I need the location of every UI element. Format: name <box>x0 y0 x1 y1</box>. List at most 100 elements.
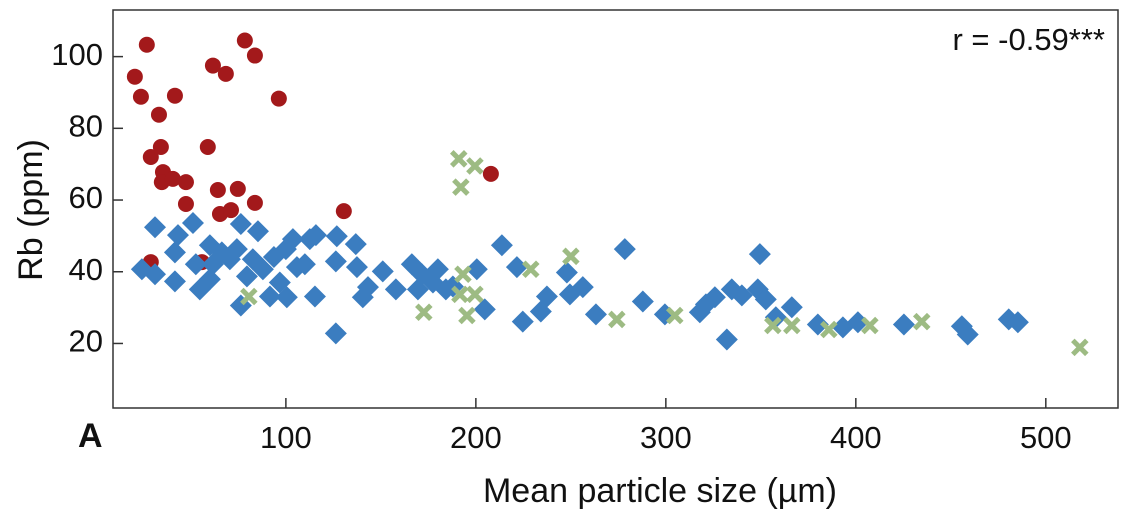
point <box>956 323 979 346</box>
point <box>806 313 829 336</box>
point <box>715 328 738 351</box>
point <box>666 306 684 325</box>
point <box>235 265 258 288</box>
point <box>703 286 726 309</box>
point <box>217 65 234 82</box>
annotation: r = -0.59*** <box>952 22 1105 57</box>
point <box>126 68 143 85</box>
point <box>181 211 204 234</box>
point <box>505 256 528 279</box>
y-tick-label: 80 <box>69 109 103 144</box>
point <box>150 106 167 123</box>
point <box>748 243 771 266</box>
point <box>562 247 580 266</box>
point <box>415 303 433 322</box>
point <box>820 320 838 339</box>
point <box>522 260 540 279</box>
point <box>177 195 194 212</box>
point <box>163 270 186 293</box>
y-tick-label: 20 <box>69 324 103 359</box>
point <box>344 233 367 256</box>
point <box>143 263 166 286</box>
plot-frame <box>112 9 1119 409</box>
x-tick-label: 100 <box>260 420 312 455</box>
point <box>371 260 394 283</box>
point <box>345 256 368 279</box>
point <box>631 290 654 313</box>
y-tick-label: 100 <box>51 37 103 72</box>
point <box>325 225 348 248</box>
point <box>754 288 777 311</box>
point <box>240 287 258 306</box>
point <box>1071 338 1089 357</box>
point <box>246 220 269 243</box>
point <box>458 306 476 325</box>
point <box>281 228 304 251</box>
point <box>451 285 469 304</box>
point <box>324 322 347 345</box>
point <box>511 310 534 333</box>
point <box>466 285 484 304</box>
point <box>571 276 594 299</box>
y-tick-label: 40 <box>69 252 103 287</box>
point <box>584 303 607 326</box>
point <box>449 150 468 168</box>
point <box>132 88 149 105</box>
x-tick-label: 200 <box>450 420 502 455</box>
point <box>199 138 216 155</box>
point <box>730 284 753 307</box>
point <box>293 253 316 276</box>
point <box>892 313 915 336</box>
point <box>222 202 239 219</box>
point <box>258 285 281 308</box>
point <box>335 203 352 220</box>
point <box>303 285 326 308</box>
point <box>209 181 226 198</box>
point <box>152 138 169 155</box>
point <box>275 286 298 309</box>
point <box>198 268 221 291</box>
point <box>229 180 246 197</box>
point <box>143 216 166 239</box>
y-axis-title: Rb (ppm) <box>12 139 50 281</box>
point <box>490 234 513 257</box>
point <box>783 316 801 335</box>
point <box>304 224 327 247</box>
point <box>166 224 189 247</box>
x-axis-title: Mean particle size (µm) <box>483 472 837 510</box>
point <box>454 265 472 284</box>
point <box>912 312 931 331</box>
point <box>764 316 782 335</box>
point <box>465 258 488 281</box>
point <box>356 276 379 299</box>
point <box>270 90 287 107</box>
point <box>166 87 183 104</box>
panel-label: A <box>78 417 103 455</box>
point <box>780 296 803 319</box>
x-tick-label: 400 <box>830 420 882 455</box>
point <box>246 47 263 64</box>
point <box>384 278 407 301</box>
point <box>473 298 496 321</box>
point <box>426 258 449 281</box>
point <box>861 316 879 335</box>
point <box>452 178 470 196</box>
point <box>177 174 194 191</box>
point <box>555 261 578 284</box>
point <box>204 57 221 74</box>
point <box>229 213 252 236</box>
point <box>163 241 186 264</box>
point <box>164 170 181 187</box>
point <box>246 194 263 211</box>
point <box>251 258 274 281</box>
x-tick-label: 500 <box>1020 420 1072 455</box>
y-tick-label: 60 <box>69 180 103 215</box>
point <box>535 285 558 308</box>
point <box>142 149 159 166</box>
point <box>846 311 869 334</box>
point <box>482 165 499 182</box>
point <box>138 36 155 53</box>
point <box>608 310 626 329</box>
point <box>236 32 253 49</box>
